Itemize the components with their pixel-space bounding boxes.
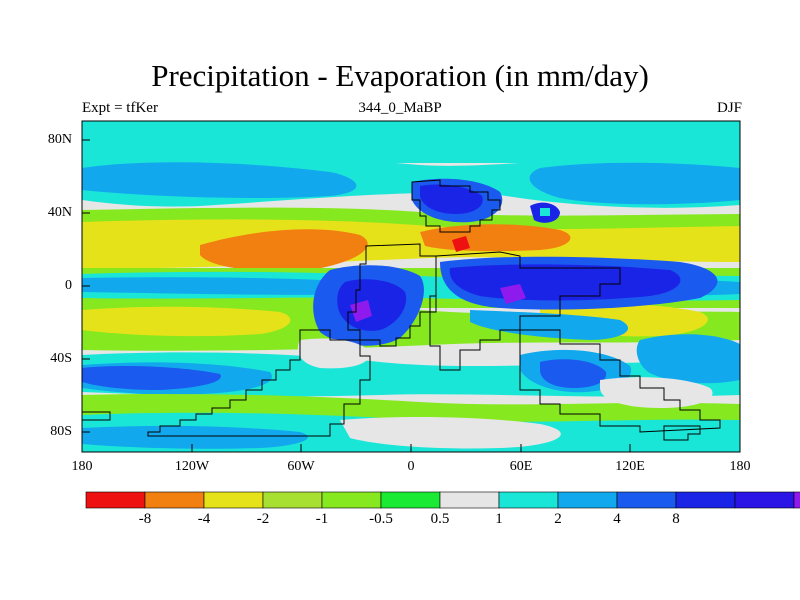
colorbar-label: -0.5 (369, 511, 393, 527)
colorbar (85, 491, 800, 509)
colorbar-swatch (439, 491, 500, 509)
colorbar-swatch (262, 491, 323, 509)
age-label: 344_0_MaBP (358, 100, 442, 116)
experiment-label: Expt = tfKer (82, 100, 158, 116)
lat-label-40n: 40N (47, 205, 72, 220)
colorbar-label: -8 (138, 511, 152, 527)
lat-label-40s: 40S (50, 351, 72, 366)
field-south-high-neutral (340, 416, 561, 449)
colorbar-label: 2 (554, 511, 562, 527)
colorbar-swatch (498, 491, 559, 509)
colorbar-swatch (380, 491, 441, 509)
coastline-east-tropical-continent (429, 251, 621, 371)
coastlines (82, 179, 721, 441)
colorbar-swatch (616, 491, 677, 509)
coastline-south-polar-west (147, 329, 371, 437)
coastline-south-polar-east (663, 425, 701, 441)
coastline-western-rim (82, 411, 111, 421)
season-label: DJF (716, 100, 742, 116)
colorbar-swatch (321, 491, 382, 509)
colorbar-label: -1 (315, 511, 329, 527)
coastline-east-landmass (519, 329, 721, 433)
field-north-tethys-core (452, 236, 470, 252)
colorbar-swatch (734, 491, 795, 509)
field-south-subtropic-yellow (82, 306, 291, 337)
field-north-storm-1 (82, 162, 357, 198)
field-north-continent-ring (540, 208, 550, 216)
field-south-far-east-blue (636, 334, 740, 384)
colorbar-label: 1 (495, 511, 503, 527)
field-north-pacific-dry (200, 229, 368, 272)
lat-label-0: 0 (65, 278, 72, 293)
lat-ticks (82, 139, 90, 433)
field-north-storm-2 (529, 162, 740, 205)
colorbar-swatch (203, 491, 264, 509)
map-title: Precipitation - Evaporation (in mm/day) (151, 58, 649, 93)
colorbar-swatch (144, 491, 205, 509)
field-east-convection-b (449, 264, 681, 301)
field-south-gap-b (600, 377, 713, 408)
colorbar-label: 0.5 (430, 511, 450, 527)
lat-label-80s: 80S (50, 424, 72, 439)
lon-label-60w: 60W (287, 459, 315, 474)
field-east-convection-core (500, 284, 526, 304)
lon-label-120w: 120W (174, 459, 210, 474)
field-south-high-blue (82, 425, 308, 449)
field-south-indian-deep (540, 359, 607, 388)
colorbar-label: -4 (197, 511, 211, 527)
field-south-storm-deep (82, 366, 221, 390)
lon-label-0: 0 (407, 459, 415, 474)
colorbar-label: 8 (672, 511, 680, 527)
field-north-tethys-dry (420, 224, 571, 252)
colorbar-swatch (675, 491, 736, 509)
colorbar-swatch (85, 491, 146, 509)
field-equator-ocean-a (82, 277, 360, 295)
lon-label-60e: 60E (509, 459, 533, 474)
lon-label-120e: 120E (615, 459, 645, 474)
colorbar-label: -2 (256, 511, 270, 527)
field-west-convection-b (337, 279, 407, 331)
lat-label-80n: 80N (47, 132, 72, 147)
field-north-continent-wet-core (420, 184, 483, 214)
lon-label-180e: 180 (729, 459, 751, 474)
map-field (82, 121, 740, 452)
colorbar-swatch (793, 491, 800, 509)
lon-label-180w: 180 (71, 459, 93, 474)
field-south-gap-a (297, 338, 371, 369)
field-east-convection-fringe (470, 310, 629, 340)
colorbar-swatch (557, 491, 618, 509)
colorbar-label: 4 (613, 511, 621, 527)
lon-ticks (81, 444, 741, 452)
coastline-north-continent (411, 179, 501, 233)
